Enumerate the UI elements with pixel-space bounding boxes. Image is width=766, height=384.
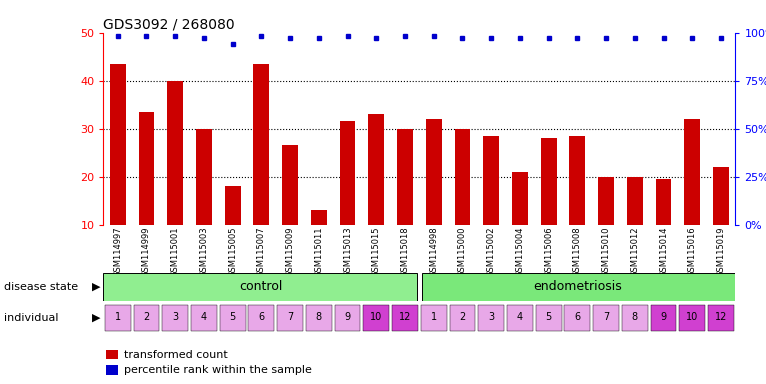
Bar [282, 146, 298, 273]
Bar [106, 350, 118, 359]
Bar [426, 119, 442, 273]
Text: 5: 5 [230, 312, 236, 322]
Bar [162, 305, 188, 331]
Bar [713, 167, 729, 273]
Bar [593, 305, 619, 331]
Text: 8: 8 [632, 312, 638, 322]
Bar [679, 305, 705, 331]
Bar [535, 305, 561, 331]
Text: 12: 12 [399, 312, 411, 322]
Text: 3: 3 [172, 312, 178, 322]
Bar [541, 138, 557, 273]
Text: 9: 9 [660, 312, 666, 322]
Bar [167, 81, 183, 273]
Text: 8: 8 [316, 312, 322, 322]
Bar [224, 186, 241, 273]
Bar [478, 305, 504, 331]
Text: percentile rank within the sample: percentile rank within the sample [124, 365, 312, 375]
Text: 4: 4 [201, 312, 207, 322]
Bar [421, 305, 447, 331]
Text: endometriosis: endometriosis [533, 280, 622, 293]
Bar [598, 177, 614, 273]
Text: transformed count: transformed count [124, 349, 228, 359]
Text: 12: 12 [715, 312, 727, 322]
Bar [106, 365, 118, 375]
Text: 6: 6 [574, 312, 581, 322]
Bar [565, 305, 591, 331]
Bar [569, 136, 585, 273]
Bar [483, 136, 499, 273]
Bar [196, 129, 212, 273]
Bar [103, 273, 417, 301]
Text: individual: individual [4, 313, 58, 323]
Text: 4: 4 [517, 312, 523, 322]
Bar [191, 305, 217, 331]
Text: GDS3092 / 268080: GDS3092 / 268080 [103, 18, 235, 31]
Bar [105, 305, 131, 331]
Bar [248, 305, 274, 331]
Text: 6: 6 [258, 312, 264, 322]
Bar [110, 64, 126, 273]
Text: ▶: ▶ [92, 313, 100, 323]
Bar [422, 273, 735, 301]
Bar [512, 172, 528, 273]
Bar [368, 114, 385, 273]
Bar [311, 210, 327, 273]
Bar [684, 119, 700, 273]
Bar [335, 305, 361, 331]
Bar [627, 177, 643, 273]
Bar [450, 305, 476, 331]
Text: disease state: disease state [4, 282, 78, 292]
Text: 2: 2 [460, 312, 466, 322]
Bar [622, 305, 648, 331]
Bar [339, 121, 355, 273]
Text: 1: 1 [430, 312, 437, 322]
Text: 2: 2 [143, 312, 149, 322]
Text: control: control [240, 280, 283, 293]
Bar [277, 305, 303, 331]
Text: 7: 7 [603, 312, 609, 322]
Bar [133, 305, 159, 331]
Text: 3: 3 [488, 312, 494, 322]
Text: 7: 7 [287, 312, 293, 322]
Bar [139, 112, 155, 273]
Bar [306, 305, 332, 331]
Bar [220, 305, 246, 331]
Bar [656, 179, 672, 273]
Bar [650, 305, 676, 331]
Bar [454, 129, 470, 273]
Text: 5: 5 [545, 312, 552, 322]
Text: 10: 10 [370, 312, 382, 322]
Bar [708, 305, 734, 331]
Bar [363, 305, 389, 331]
Text: 9: 9 [345, 312, 351, 322]
Bar [397, 129, 413, 273]
Bar [392, 305, 418, 331]
Bar [254, 64, 270, 273]
Text: 1: 1 [115, 312, 121, 322]
Text: ▶: ▶ [92, 282, 100, 292]
Text: 10: 10 [686, 312, 699, 322]
Bar [507, 305, 533, 331]
